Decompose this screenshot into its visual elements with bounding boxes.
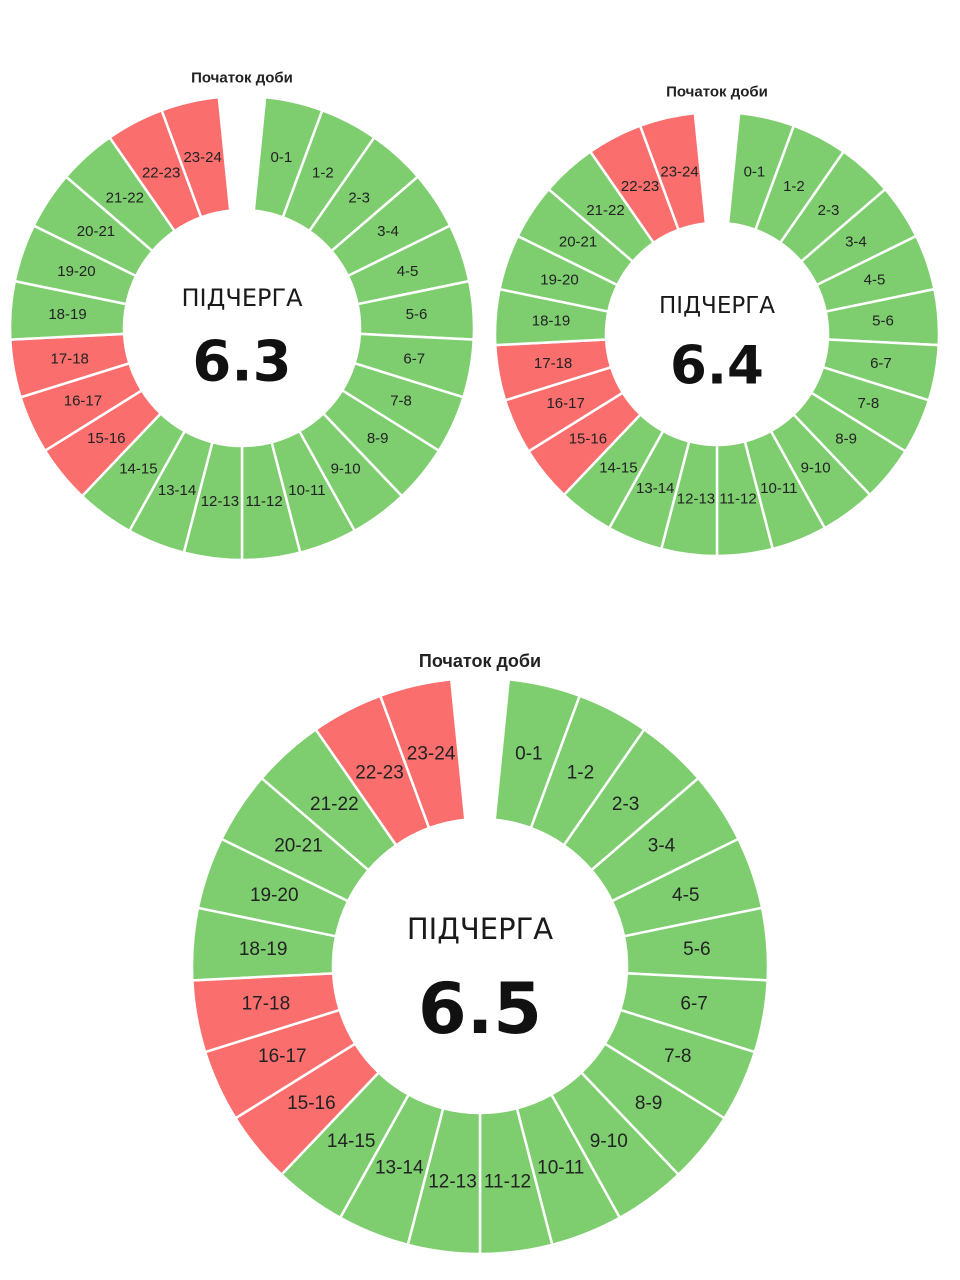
hour-label-23-24: 23-24	[660, 163, 698, 180]
hour-label-5-6: 5-6	[406, 306, 428, 323]
hour-label-13-14: 13-14	[636, 480, 674, 497]
hour-label-8-9: 8-9	[367, 430, 389, 447]
hour-label-4-5: 4-5	[864, 272, 886, 289]
hour-label-18-19: 18-19	[532, 313, 570, 330]
hour-label-1-2: 1-2	[567, 763, 594, 784]
hour-label-14-15: 14-15	[327, 1131, 376, 1152]
hour-label-9-10: 9-10	[590, 1131, 628, 1152]
hour-label-19-20: 19-20	[57, 263, 95, 280]
hour-label-14-15: 14-15	[599, 460, 637, 477]
day-start-label: Початок доби	[666, 84, 768, 101]
hour-label-10-11: 10-11	[288, 482, 325, 499]
day-start-label: Початок доби	[419, 651, 541, 671]
hour-label-0-1: 0-1	[270, 149, 292, 166]
hour-label-17-18: 17-18	[51, 350, 89, 367]
hour-label-3-4: 3-4	[845, 234, 867, 251]
hour-label-16-17: 16-17	[64, 392, 102, 409]
hour-label-20-21: 20-21	[274, 836, 323, 857]
hour-label-21-22: 21-22	[106, 190, 144, 207]
hour-label-20-21: 20-21	[77, 223, 115, 240]
subqueue-number: 6.3	[192, 330, 291, 395]
hour-label-7-8: 7-8	[390, 392, 412, 409]
hour-label-22-23: 22-23	[142, 164, 180, 181]
subqueue-number: 6.5	[418, 968, 542, 1050]
hour-label-4-5: 4-5	[397, 263, 419, 280]
hour-label-23-24: 23-24	[407, 744, 456, 765]
hour-label-11-12: 11-12	[484, 1171, 531, 1192]
hour-label-13-14: 13-14	[375, 1157, 424, 1178]
hour-label-5-6: 5-6	[872, 313, 894, 330]
hour-label-22-23: 22-23	[355, 763, 404, 784]
hour-label-11-12: 11-12	[245, 493, 282, 510]
subqueue-title: ПІДЧЕРГА	[659, 293, 775, 319]
hour-label-10-11: 10-11	[537, 1157, 584, 1178]
hour-label-12-13: 12-13	[428, 1171, 477, 1192]
hour-label-6-7: 6-7	[870, 355, 892, 372]
hour-label-21-22: 21-22	[310, 794, 359, 815]
hour-segment-23-24-off	[638, 111, 708, 232]
hour-label-12-13: 12-13	[677, 491, 715, 508]
hour-label-16-17: 16-17	[546, 395, 584, 412]
hour-label-4-5: 4-5	[672, 885, 699, 906]
subqueue-number: 6.4	[670, 336, 764, 397]
hour-label-20-21: 20-21	[559, 234, 597, 251]
hour-label-7-8: 7-8	[664, 1046, 691, 1067]
day-start-label: Початок доби	[191, 70, 293, 87]
hour-label-8-9: 8-9	[835, 431, 857, 448]
hour-label-23-24: 23-24	[183, 149, 221, 166]
hour-label-0-1: 0-1	[515, 744, 542, 765]
hour-label-18-19: 18-19	[48, 306, 86, 323]
hour-label-17-18: 17-18	[242, 994, 291, 1015]
hour-label-15-16: 15-16	[287, 1093, 336, 1114]
chart-subqueue-6-3: 0-1 1-2 2-3 3-4 4-5 5-6 6-7 7-8 8-9 9-10 10-11 11-1…	[8, 70, 476, 562]
chart-subqueue-6-5: 0-1 1-2 2-3 3-4 4-5 5-6 6-7 7-8 8-9 9-10 10-11 11-1…	[190, 651, 770, 1256]
chart-subqueue-6-4: 0-1 1-2 2-3 3-4 4-5 5-6 6-7 7-8 8-99-1010-1111-1…	[493, 84, 941, 558]
hour-label-8-9: 8-9	[635, 1093, 662, 1114]
hour-label-11-12: 11-12	[719, 491, 756, 508]
hour-label-6-7: 6-7	[680, 994, 707, 1015]
hour-label-6-7: 6-7	[403, 350, 425, 367]
hour-label-9-10: 9-10	[331, 461, 361, 478]
hour-label-22-23: 22-23	[621, 178, 659, 195]
hour-label-1-2: 1-2	[312, 164, 334, 181]
hour-segment-23-24-off	[378, 678, 467, 830]
hour-label-2-3: 2-3	[348, 190, 370, 207]
hour-label-9-10: 9-10	[801, 460, 831, 477]
subqueue-title: ПІДЧЕРГА	[181, 284, 303, 312]
subqueue-title: ПІДЧЕРГА	[407, 912, 553, 946]
hour-label-2-3: 2-3	[612, 794, 639, 815]
hour-label-19-20: 19-20	[540, 272, 578, 289]
hour-label-21-22: 21-22	[586, 202, 624, 219]
hour-label-10-11: 10-11	[760, 480, 797, 497]
hour-label-17-18: 17-18	[534, 355, 572, 372]
hour-label-7-8: 7-8	[857, 395, 879, 412]
hour-label-0-1: 0-1	[744, 163, 766, 180]
hour-label-2-3: 2-3	[818, 202, 840, 219]
hour-label-3-4: 3-4	[648, 836, 676, 857]
hour-label-15-16: 15-16	[87, 430, 125, 447]
hour-label-15-16: 15-16	[569, 431, 607, 448]
hour-label-12-13: 12-13	[201, 493, 239, 510]
hour-label-13-14: 13-14	[158, 482, 196, 499]
hour-label-16-17: 16-17	[258, 1046, 307, 1067]
hour-label-5-6: 5-6	[683, 939, 710, 960]
hour-label-18-19: 18-19	[239, 939, 288, 960]
hour-label-19-20: 19-20	[250, 885, 299, 906]
hour-label-14-15: 14-15	[119, 461, 157, 478]
hour-label-3-4: 3-4	[377, 223, 399, 240]
hour-segment-23-24-off	[160, 95, 232, 219]
hour-label-1-2: 1-2	[783, 178, 805, 195]
